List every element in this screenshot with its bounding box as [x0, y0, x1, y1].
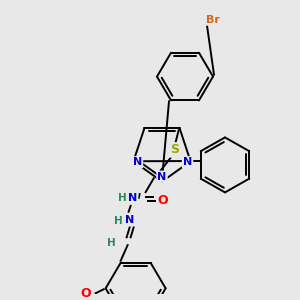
Text: S: S [170, 143, 179, 156]
Text: H: H [107, 238, 116, 248]
Text: N: N [133, 157, 142, 167]
Text: N: N [183, 157, 192, 167]
Text: H: H [114, 216, 123, 226]
Text: N: N [128, 193, 137, 203]
Text: N: N [158, 172, 166, 182]
Text: O: O [157, 194, 168, 208]
Text: N: N [125, 214, 134, 225]
Text: Br: Br [206, 15, 220, 25]
Text: H: H [118, 193, 127, 203]
Text: O: O [80, 287, 91, 300]
